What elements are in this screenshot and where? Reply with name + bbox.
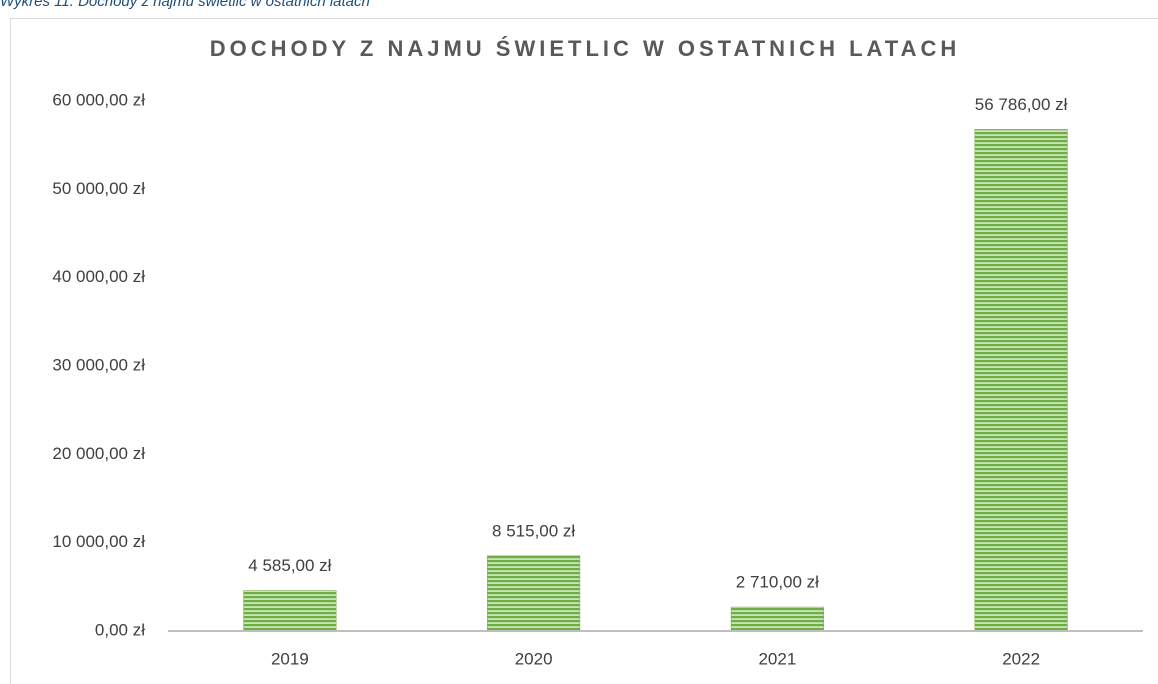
data-label: 8 515,00 zł: [492, 521, 575, 540]
x-tick-label: 2021: [758, 649, 796, 668]
bar: [243, 590, 337, 632]
x-tick-label: 2022: [1002, 649, 1040, 668]
data-label: 2 710,00 zł: [736, 573, 819, 592]
x-tick-label: 2020: [515, 649, 553, 668]
y-tick-label: 20 000,00 zł: [52, 444, 145, 463]
y-tick-label: 30 000,00 zł: [52, 355, 145, 374]
y-tick-label: 0,00 zł: [95, 620, 145, 639]
caption: Wykres 11. Dochody z najmu świetlic w os…: [0, 0, 370, 10]
data-label: 4 585,00 zł: [248, 556, 331, 575]
bar: [487, 555, 581, 632]
x-tick-label: 2019: [271, 649, 309, 668]
y-tick-label: 50 000,00 zł: [52, 179, 145, 198]
chart-frame: [10, 18, 1158, 684]
bar: [730, 606, 824, 632]
y-tick-label: 60 000,00 zł: [52, 90, 145, 109]
data-label: 56 786,00 zł: [975, 95, 1068, 114]
bar: [974, 129, 1068, 632]
y-tick-label: 40 000,00 zł: [52, 267, 145, 286]
chart-title: DOCHODY Z NAJMU ŚWIETLIC W OSTATNICH LAT…: [210, 36, 960, 61]
y-tick-label: 10 000,00 zł: [52, 532, 145, 551]
